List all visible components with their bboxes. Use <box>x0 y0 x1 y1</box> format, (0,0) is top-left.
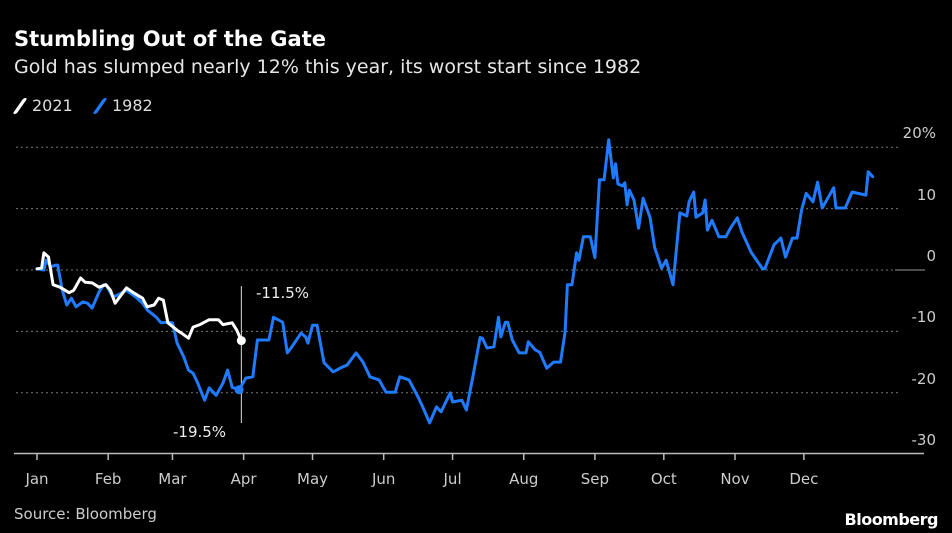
x-tick-label: Jan <box>25 470 49 488</box>
x-tick-label: Apr <box>230 470 257 488</box>
x-tick-label: Mar <box>158 470 187 488</box>
endpoint-dot-2021 <box>236 336 246 346</box>
x-tick-label: Jul <box>443 470 462 488</box>
annotation-2021-label: -11.5% <box>256 284 310 302</box>
legend-item-1982: 1982 <box>92 96 153 115</box>
x-tick-label: May <box>297 470 329 488</box>
legend-item-2021: 2021 <box>12 96 73 115</box>
series-line-1982 <box>35 138 875 425</box>
y-tick-label: -30 <box>911 431 937 450</box>
y-tick-label: 10 <box>916 185 936 204</box>
source-note: Source: Bloomberg <box>14 505 157 523</box>
legend-label-1982: 1982 <box>112 96 153 115</box>
x-tick-label: Jun <box>371 470 396 488</box>
x-tick-label: Oct <box>650 470 677 488</box>
x-tick-label: Dec <box>789 470 819 488</box>
chart-subtitle: Gold has slumped nearly 12% this year, i… <box>14 56 642 78</box>
bloomberg-logo: Bloomberg <box>844 510 939 529</box>
y-tick-label: -10 <box>911 308 937 327</box>
legend-label-2021: 2021 <box>32 96 73 115</box>
endpoint-dot-1982 <box>234 385 244 395</box>
x-tick-label: Aug <box>509 470 539 488</box>
series-line-2021 <box>35 251 243 343</box>
x-tick-label: Sep <box>580 470 610 488</box>
y-tick-label: -20 <box>911 369 937 388</box>
x-tick-label: Nov <box>720 470 750 488</box>
y-tick-label: 20% <box>902 124 936 143</box>
x-tick-label: Feb <box>94 470 122 488</box>
y-tick-label: 0 <box>926 247 936 265</box>
annotation-1982-label: -19.5% <box>173 423 227 441</box>
chart-title: Stumbling Out of the Gate <box>14 27 326 51</box>
